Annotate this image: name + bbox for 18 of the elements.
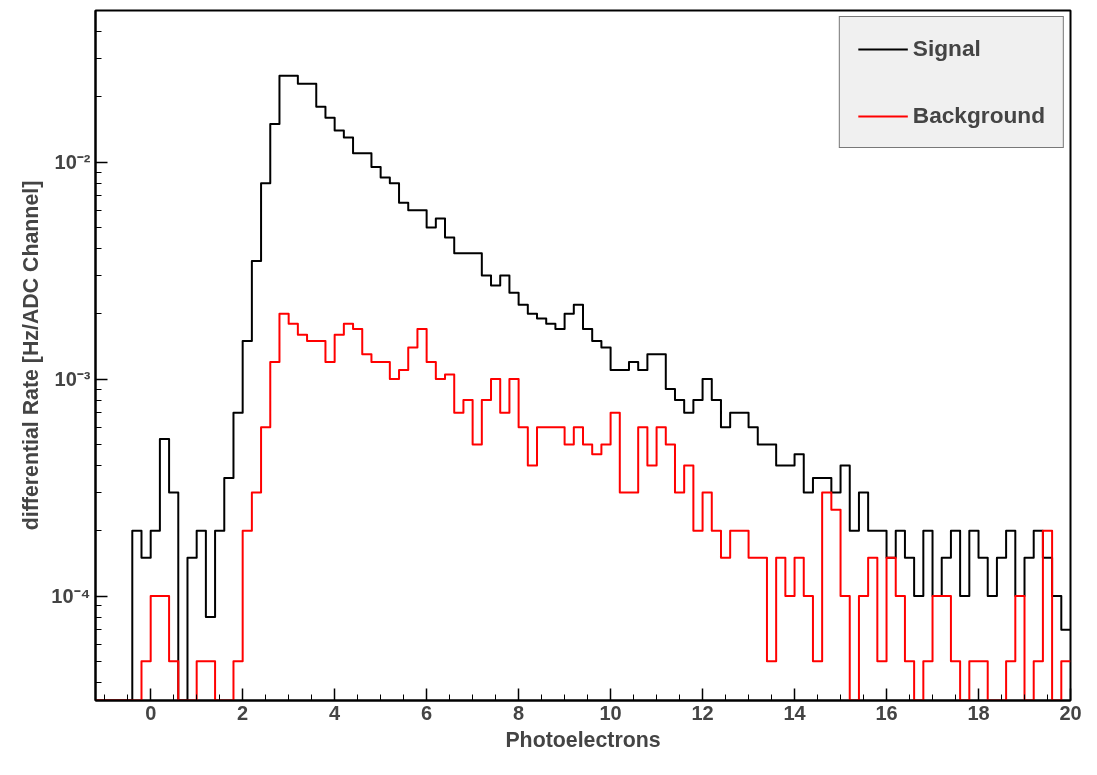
x-tick-label: 16 (875, 701, 898, 724)
y-axis-title: differential Rate [Hz/ADC Channel] (19, 180, 44, 531)
legend-label: Signal (912, 35, 981, 62)
x-tick-label: 10 (599, 701, 622, 724)
x-tick-label: 4 (329, 701, 342, 724)
x-tick-label: 20 (1059, 701, 1082, 724)
x-tick-label: 8 (513, 701, 525, 724)
y-tick-label: 10⁻³ (54, 368, 91, 391)
y-tick-label: 10⁻⁴ (51, 585, 91, 608)
x-tick-label: 14 (783, 701, 807, 724)
legend-label: Background (912, 102, 1045, 129)
y-tick-label: 10⁻² (54, 151, 91, 174)
x-tick-label: 12 (691, 701, 714, 724)
x-tick-label: 0 (145, 701, 157, 724)
x-tick-label: 6 (421, 701, 433, 724)
x-tick-label: 2 (237, 701, 249, 724)
x-tick-label: 18 (967, 701, 990, 724)
x-axis-title: Photoelectrons (505, 727, 661, 752)
